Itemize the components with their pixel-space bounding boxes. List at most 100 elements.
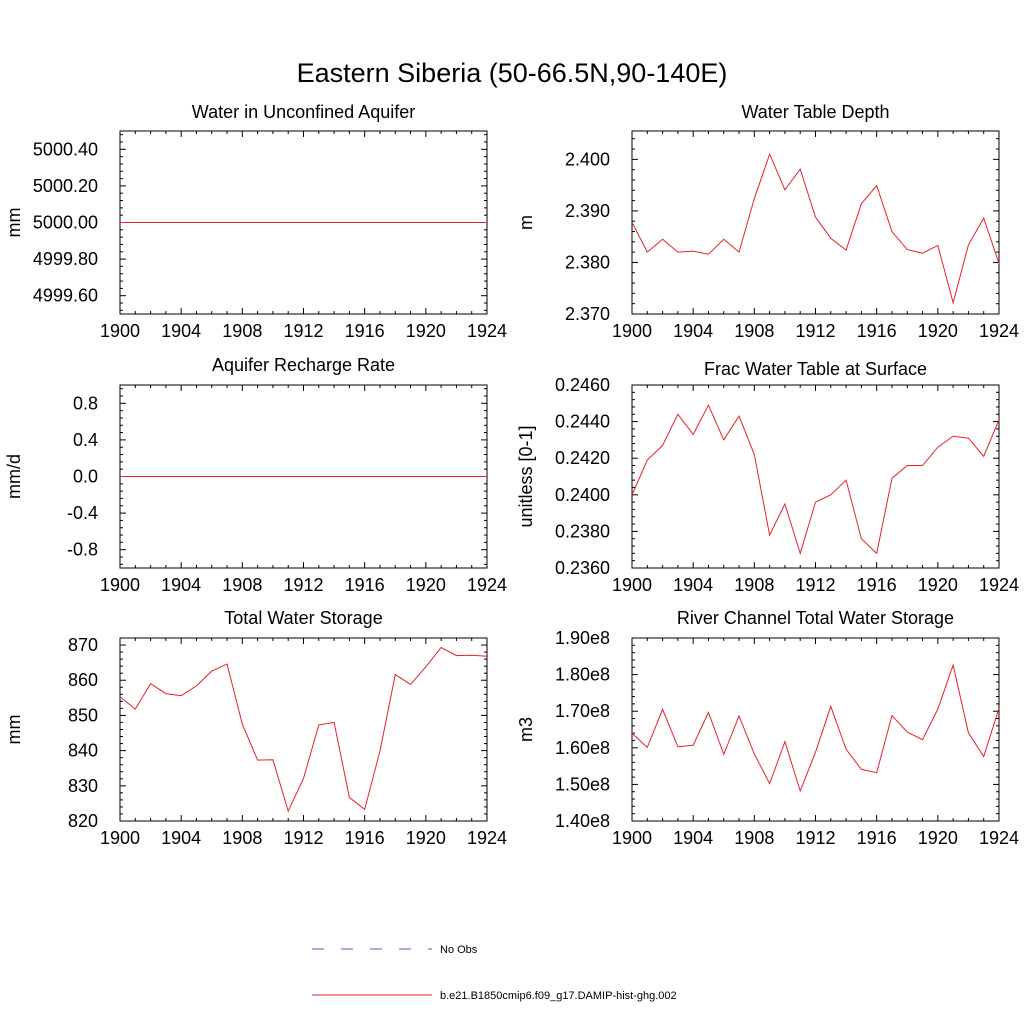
y-tick-label: 2.400: [565, 149, 610, 169]
x-tick-label: 1916: [857, 575, 897, 595]
x-tick-label: 1916: [345, 321, 385, 341]
y-tick-label: 5000.40: [33, 139, 98, 159]
y-tick-label: -0.8: [67, 540, 98, 560]
plot-frame: [119, 637, 488, 822]
x-tick-label: 1912: [283, 828, 323, 848]
y-axis-label: m3: [516, 717, 536, 742]
y-tick-label: 1.80e8: [555, 665, 610, 685]
y-tick-label: 1.90e8: [555, 628, 610, 648]
y-tick-label: 0.4: [73, 430, 98, 450]
y-tick-label: 0.0: [73, 467, 98, 487]
series-line: [631, 663, 1000, 793]
series-line: [631, 152, 1000, 305]
y-axis-label: mm/d: [4, 454, 24, 499]
legend-label-model: b.e21.B1850cmip6.f09_g17.DAMIP-hist-ghg.…: [440, 990, 677, 1002]
legend-label-no-obs: No Obs: [440, 944, 478, 956]
series-line: [119, 646, 488, 813]
legend: No Obs b.e21.B1850cmip6.f09_g17.DAMIP-hi…: [312, 944, 677, 1002]
y-axis-label: unitless [0-1]: [516, 425, 536, 527]
y-tick-label: 2.370: [565, 304, 610, 324]
y-tick-label: 830: [68, 776, 98, 796]
plot-frame: [631, 384, 1000, 569]
y-tick-label: 1.60e8: [555, 738, 610, 758]
x-tick-label: 1904: [161, 828, 201, 848]
x-tick-label: 1904: [673, 575, 713, 595]
panel-title: Aquifer Recharge Rate: [212, 355, 395, 375]
y-tick-label: 820: [68, 811, 98, 831]
series-line: [631, 403, 1000, 556]
x-tick-label: 1908: [734, 575, 774, 595]
x-tick-label: 1904: [673, 828, 713, 848]
plot-frame: [631, 130, 1000, 315]
x-tick-label: 1920: [406, 828, 446, 848]
x-tick-label: 1920: [918, 575, 958, 595]
x-tick-label: 1924: [979, 321, 1019, 341]
panel-title: Frac Water Table at Surface: [704, 359, 927, 379]
y-tick-label: 0.2380: [555, 521, 610, 541]
y-tick-label: 870: [68, 635, 98, 655]
x-tick-label: 1916: [857, 828, 897, 848]
x-tick-label: 1916: [345, 828, 385, 848]
x-tick-label: 1904: [161, 575, 201, 595]
x-tick-label: 1912: [795, 575, 835, 595]
panel-title: River Channel Total Water Storage: [677, 608, 954, 628]
y-tick-label: 860: [68, 670, 98, 690]
y-tick-label: 5000.00: [33, 213, 98, 233]
panel-water-table-depth: Water Table Depth m 1900 1904 1908 1912 1916 19…: [516, 102, 1019, 341]
x-tick-label: 1920: [918, 321, 958, 341]
x-tick-label: 1912: [283, 321, 323, 341]
y-tick-label: 850: [68, 705, 98, 725]
x-tick-label: 1924: [467, 321, 507, 341]
x-tick-label: 1920: [918, 828, 958, 848]
y-tick-label: 2.380: [565, 252, 610, 272]
y-tick-label: 1.40e8: [555, 811, 610, 831]
panel-frac-water-table-at-surface: Frac Water Table at Surface unitless [0-1…: [516, 359, 1019, 595]
x-tick-label: 1904: [673, 321, 713, 341]
x-tick-label: 1900: [612, 575, 652, 595]
y-axis-label: mm: [4, 208, 24, 238]
y-tick-label: 0.2360: [555, 558, 610, 578]
x-tick-label: 1924: [467, 828, 507, 848]
x-tick-label: 1900: [100, 575, 140, 595]
y-axis-label: mm: [4, 715, 24, 745]
chart-panels: Water in Unconfined Aquifer mm 1900 1904 190…: [4, 102, 1019, 848]
figure-title: Eastern Siberia (50-66.5N,90-140E): [297, 58, 728, 88]
y-tick-label: 0.8: [73, 393, 98, 413]
x-tick-label: 1912: [795, 321, 835, 341]
panel-title: Water Table Depth: [741, 102, 889, 122]
x-tick-label: 1912: [283, 575, 323, 595]
plot-frame: [631, 637, 1000, 822]
y-tick-label: 0.2400: [555, 485, 610, 505]
x-tick-label: 1908: [222, 575, 262, 595]
x-tick-label: 1900: [612, 828, 652, 848]
x-tick-label: 1920: [406, 575, 446, 595]
panel-total-water-storage: Total Water Storage mm 1900 1904 1908 1912 191…: [4, 608, 507, 848]
y-tick-label: 840: [68, 741, 98, 761]
x-tick-label: 1924: [979, 575, 1019, 595]
x-tick-label: 1924: [979, 828, 1019, 848]
panel-title: Water in Unconfined Aquifer: [192, 102, 415, 122]
panel-aquifer-recharge-rate: Aquifer Recharge Rate mm/d 1900 1904 1908 191…: [4, 355, 507, 595]
x-tick-label: 1900: [100, 321, 140, 341]
y-tick-label: 4999.80: [33, 249, 98, 269]
y-tick-label: 0.2460: [555, 375, 610, 395]
panel-title: Total Water Storage: [224, 608, 382, 628]
y-axis-label: m: [516, 215, 536, 230]
x-tick-label: 1916: [857, 321, 897, 341]
x-tick-label: 1912: [795, 828, 835, 848]
x-tick-label: 1908: [734, 828, 774, 848]
y-tick-label: -0.4: [67, 503, 98, 523]
x-tick-label: 1920: [406, 321, 446, 341]
y-tick-label: 2.390: [565, 201, 610, 221]
y-tick-label: 0.2440: [555, 412, 610, 432]
x-tick-label: 1908: [734, 321, 774, 341]
x-tick-label: 1924: [467, 575, 507, 595]
y-tick-label: 4999.60: [33, 286, 98, 306]
x-tick-label: 1916: [345, 575, 385, 595]
panel-water-in-unconfined-aquifer: Water in Unconfined Aquifer mm 1900 1904 190…: [4, 102, 507, 341]
x-tick-label: 1908: [222, 828, 262, 848]
y-tick-label: 0.2420: [555, 448, 610, 468]
y-tick-label: 5000.20: [33, 176, 98, 196]
